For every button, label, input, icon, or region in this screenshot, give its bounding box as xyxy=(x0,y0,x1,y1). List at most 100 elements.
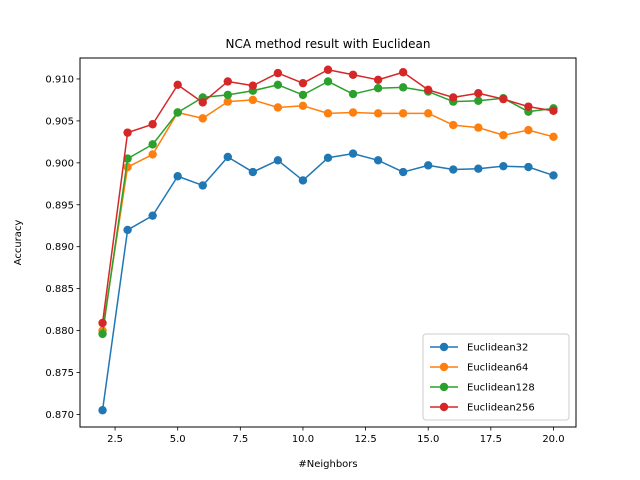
data-point-euclidean32 xyxy=(298,176,308,185)
data-point-euclidean256 xyxy=(123,128,132,137)
legend: Euclidean32 Euclidean64 Euclidean128 Euclid… xyxy=(422,333,570,421)
x-axis: 2.5 5.0 7.5 10.0 12.5 15.0 17.5 20.0 xyxy=(107,427,565,445)
data-point-euclidean32 xyxy=(499,161,508,171)
x-tick-label: 15.0 xyxy=(417,434,439,445)
data-point-euclidean32 xyxy=(248,167,258,177)
legend-item-euclidean128: Euclidean128 xyxy=(430,383,535,394)
data-point-euclidean32 xyxy=(173,172,182,181)
y-tick-label: 0.885 xyxy=(45,284,74,295)
data-point-euclidean256 xyxy=(323,65,333,74)
data-point-euclidean256 xyxy=(549,106,558,116)
data-point-euclidean256 xyxy=(373,75,383,85)
legend-item-euclidean64: Euclidean64 xyxy=(430,363,528,374)
data-point-euclidean128 xyxy=(474,96,483,105)
x-tick-label: 2.5 xyxy=(107,434,123,445)
data-point-euclidean128 xyxy=(323,77,333,86)
data-point-euclidean32 xyxy=(373,156,383,165)
legend-item-euclidean256: Euclidean256 xyxy=(430,403,535,414)
data-point-euclidean128 xyxy=(148,140,157,149)
data-point-euclidean32 xyxy=(348,149,358,158)
y-tick-label: 0.875 xyxy=(45,368,74,379)
x-axis-label: #Neighbors xyxy=(298,459,357,470)
data-point-euclidean64 xyxy=(424,109,433,118)
data-point-euclidean64 xyxy=(373,109,383,118)
data-point-euclidean32 xyxy=(273,156,283,165)
legend-swatch-marker xyxy=(439,382,449,392)
data-point-euclidean32 xyxy=(549,171,558,180)
data-point-euclidean64 xyxy=(323,109,333,118)
plot-frame xyxy=(79,57,577,428)
data-point-euclidean128 xyxy=(223,90,232,100)
data-point-euclidean32 xyxy=(474,164,483,173)
data-point-euclidean64 xyxy=(223,97,232,106)
series-euclidean32 xyxy=(98,149,558,415)
data-point-euclidean32 xyxy=(198,181,207,190)
x-tick-label: 10.0 xyxy=(292,434,314,445)
x-tick-label: 7.5 xyxy=(232,434,248,445)
data-point-euclidean256 xyxy=(499,94,508,104)
data-point-euclidean128 xyxy=(398,83,408,92)
data-point-euclidean64 xyxy=(298,101,308,111)
legend-box xyxy=(422,333,570,421)
data-point-euclidean256 xyxy=(198,98,207,107)
data-point-euclidean64 xyxy=(398,109,408,118)
y-tick-label: 0.910 xyxy=(45,74,74,85)
data-point-euclidean32 xyxy=(323,153,333,162)
data-point-euclidean256 xyxy=(173,80,182,90)
data-point-euclidean64 xyxy=(248,95,258,105)
data-point-euclidean256 xyxy=(449,93,458,102)
data-point-euclidean64 xyxy=(148,150,157,159)
y-tick-label: 0.870 xyxy=(45,410,74,421)
data-point-euclidean32 xyxy=(223,152,232,162)
data-point-euclidean32 xyxy=(148,211,157,220)
y-axis: 0.870 0.875 0.880 0.885 0.890 0.895 0.900 0.905… xyxy=(45,74,80,421)
y-tick-label: 0.890 xyxy=(45,242,74,253)
data-point-euclidean256 xyxy=(348,70,358,79)
data-point-euclidean256 xyxy=(424,85,433,95)
data-point-euclidean256 xyxy=(524,102,533,111)
x-tick-label: 20.0 xyxy=(542,434,564,445)
data-point-euclidean256 xyxy=(148,120,157,129)
data-point-euclidean32 xyxy=(449,165,458,174)
x-tick-label: 17.5 xyxy=(480,434,502,445)
legend-label: Euclidean32 xyxy=(467,343,528,354)
chart-title: NCA method result with Euclidean xyxy=(226,37,431,51)
data-point-euclidean64 xyxy=(499,130,508,140)
data-point-euclidean256 xyxy=(398,68,408,77)
data-point-euclidean256 xyxy=(248,81,258,90)
data-point-euclidean32 xyxy=(398,167,408,177)
data-point-euclidean128 xyxy=(98,329,107,339)
data-point-euclidean64 xyxy=(273,103,283,112)
data-point-euclidean64 xyxy=(123,162,132,172)
data-point-euclidean64 xyxy=(474,123,483,132)
x-tick-label: 5.0 xyxy=(170,434,186,445)
data-point-euclidean128 xyxy=(123,154,132,163)
legend-label: Euclidean64 xyxy=(467,363,528,374)
y-tick-label: 0.880 xyxy=(45,326,74,337)
data-point-euclidean64 xyxy=(549,132,558,142)
y-tick-label: 0.905 xyxy=(45,116,74,127)
data-point-euclidean256 xyxy=(98,318,107,328)
x-tick-label: 12.5 xyxy=(354,434,376,445)
data-point-euclidean256 xyxy=(273,68,283,78)
y-axis-label: Accuracy xyxy=(13,220,24,266)
legend-item-euclidean32: Euclidean32 xyxy=(430,343,528,354)
data-point-euclidean32 xyxy=(424,161,433,170)
series-euclidean256 xyxy=(98,65,558,328)
series-layer xyxy=(98,65,558,415)
data-point-euclidean128 xyxy=(173,108,182,117)
legend-label: Euclidean256 xyxy=(467,403,535,414)
data-point-euclidean128 xyxy=(298,90,308,100)
legend-swatch-marker xyxy=(439,362,449,372)
data-point-euclidean64 xyxy=(348,108,358,117)
data-point-euclidean32 xyxy=(98,406,107,415)
data-point-euclidean128 xyxy=(273,80,283,90)
y-tick-label: 0.895 xyxy=(45,200,74,211)
legend-swatch-marker xyxy=(439,342,449,352)
data-point-euclidean32 xyxy=(524,162,533,172)
data-point-euclidean64 xyxy=(449,120,458,130)
data-point-euclidean128 xyxy=(348,89,358,99)
data-point-euclidean256 xyxy=(298,78,308,88)
legend-label: Euclidean128 xyxy=(467,383,535,394)
